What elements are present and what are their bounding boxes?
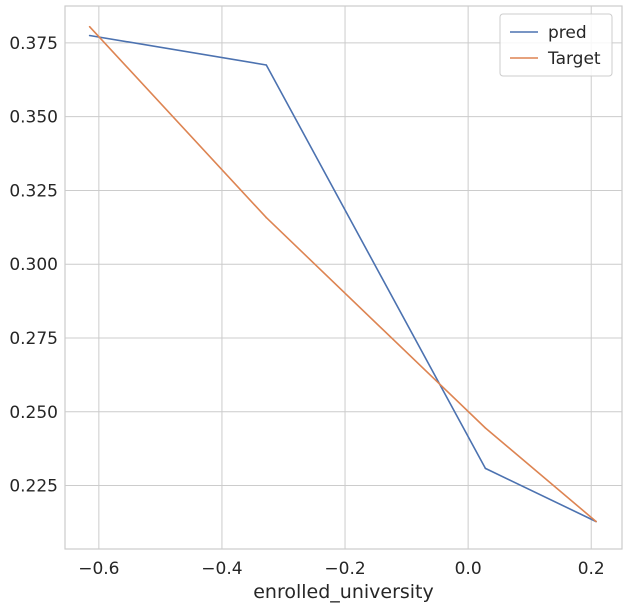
legend: pred Target (499, 13, 613, 77)
y-tick-label: 0.375 (9, 34, 58, 54)
y-tick-label: 0.300 (9, 255, 58, 275)
x-tick-label: −0.2 (324, 559, 365, 579)
y-tick-label: 0.225 (9, 477, 58, 497)
data-point-pred (88, 34, 91, 37)
y-tick-label: 0.250 (9, 403, 58, 423)
x-axis-label: enrolled_university (253, 581, 434, 603)
y-gridlines (65, 42, 622, 487)
x-tick-label: −0.6 (78, 559, 119, 579)
x-tick-label: 0.0 (455, 559, 482, 579)
x-tick-label: −0.4 (201, 559, 242, 579)
legend-box (499, 13, 613, 77)
x-tick-label: 0.2 (578, 559, 605, 579)
x-gridlines (98, 6, 592, 549)
legend-label-target: Target (547, 49, 601, 69)
series-line-target (89, 26, 597, 523)
x-tick-labels: −0.6 −0.4 −0.2 0.0 0.2 (78, 559, 605, 579)
data-point-target (88, 25, 91, 28)
data-point-target (265, 216, 268, 219)
y-tick-label: 0.325 (9, 181, 58, 201)
y-tick-label: 0.275 (9, 329, 58, 349)
plot-frame (64, 5, 623, 550)
series-layer (88, 25, 597, 523)
data-point-target (595, 520, 597, 523)
series-line-pred (89, 34, 597, 523)
data-point-pred (265, 64, 268, 66)
y-tick-label: 0.350 (9, 108, 58, 128)
data-point-target (484, 427, 487, 429)
legend-label-pred: pred (548, 23, 587, 43)
data-point-pred (484, 467, 487, 470)
y-tick-labels: 0.225 0.250 0.275 0.300 0.325 0.350 0.375 (9, 34, 58, 497)
